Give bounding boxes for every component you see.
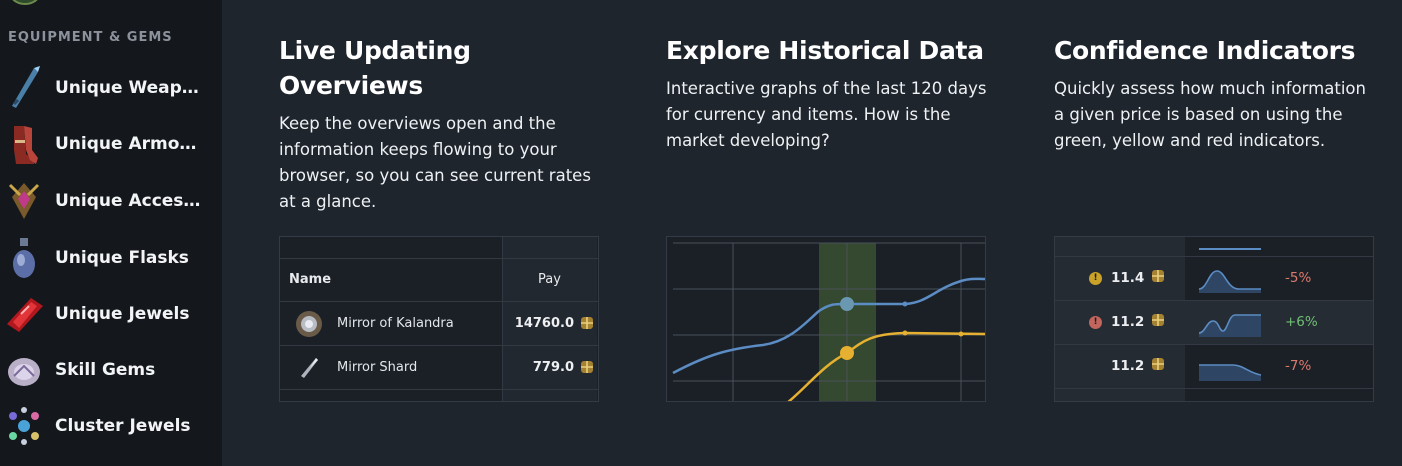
blue-line-marker: [902, 301, 908, 307]
column-header-name[interactable]: Name: [289, 272, 332, 287]
feature-historical-data: Explore Historical Data Interactive grap…: [666, 33, 988, 154]
feature-description: Interactive graphs of the last 120 days …: [666, 79, 987, 150]
price-value: 11.2: [1111, 358, 1145, 374]
feature-description: Quickly assess how much information a gi…: [1054, 79, 1366, 150]
yellow-confidence-indicator: !: [1089, 272, 1102, 285]
table-row[interactable]: 11.2 -7%: [1055, 345, 1373, 389]
table-row[interactable]: ! 11.4 -5%: [1055, 257, 1373, 301]
sidebar-item-label: Unique Flasks: [55, 248, 189, 268]
pay-column-bg: [502, 237, 597, 401]
pay-value: 14760.0: [514, 316, 574, 331]
chaos-orb-icon: [581, 361, 593, 373]
feature-confidence-indicators: Confidence Indicators Quickly assess how…: [1054, 33, 1376, 154]
table-row[interactable]: Mirror of Kalandra 14760.0: [280, 302, 598, 346]
blue-price-line: [672, 277, 985, 375]
table-row-partial: [1055, 237, 1373, 257]
jewel-icon: [0, 290, 48, 338]
yellow-line-marker: [958, 331, 964, 337]
column-header-pay[interactable]: Pay: [538, 272, 561, 287]
cluster-jewel-icon: [0, 402, 48, 450]
flask-icon: [0, 234, 48, 282]
change-percent: +6%: [1285, 314, 1318, 330]
accessory-icon: [0, 177, 48, 225]
section-label: EQUIPMENT & GEMS: [8, 30, 173, 45]
weapon-icon: [0, 64, 48, 112]
item-name: Mirror Shard: [337, 360, 418, 375]
price-value: 11.4: [1111, 270, 1145, 286]
change-percent: -5%: [1285, 270, 1312, 286]
sidebar-item-label: Unique Armours: [55, 134, 205, 154]
sparkline: [1199, 364, 1261, 381]
sidebar-item-unique-jewels[interactable]: Unique Jewels: [0, 287, 222, 341]
history-graph-preview[interactable]: [666, 236, 986, 402]
feature-live-updating: Live Updating Overviews Keep the overvie…: [279, 33, 601, 215]
table-top-row: [280, 237, 598, 259]
sidebar-item-label: Skill Gems: [55, 360, 156, 380]
sparkline: [1199, 248, 1261, 250]
sidebar-item-skill-gems[interactable]: Skill Gems: [0, 343, 222, 397]
confidence-table-preview: ! 11.4 -5% ! 11.2 +6% 11.2: [1054, 236, 1374, 402]
feature-description: Keep the overviews open and the informat…: [279, 114, 591, 211]
chaos-orb-icon: [1152, 314, 1164, 326]
mirror-shard-icon: [301, 358, 318, 378]
chaos-orb-icon: [1152, 270, 1164, 282]
sidebar: EQUIPMENT & GEMS Unique Weapo... Unique …: [0, 0, 222, 466]
yellow-line-marker: [902, 330, 908, 336]
gem-icon: [0, 346, 48, 394]
item-name: Mirror of Kalandra: [337, 316, 454, 331]
table-row[interactable]: ! 11.2 +6%: [1055, 301, 1373, 345]
graph-gridlines: [673, 242, 985, 401]
overview-table-preview: Name Pay Mirror of Kalandra 14760.0 Mirr…: [279, 236, 599, 402]
yellow-price-line: [787, 331, 985, 401]
change-percent: -7%: [1285, 358, 1312, 374]
history-graph[interactable]: [667, 237, 986, 402]
mirror-of-kalandra-icon: [296, 311, 322, 337]
sidebar-item-unique-flasks[interactable]: Unique Flasks: [0, 231, 222, 285]
feature-title: Live Updating Overviews: [279, 36, 471, 100]
feature-title: Explore Historical Data: [666, 36, 984, 65]
table-header-row: Name Pay: [280, 259, 598, 302]
armour-icon: [0, 120, 48, 168]
sidebar-item-unique-weapons[interactable]: Unique Weapo...: [0, 61, 222, 115]
chaos-orb-icon: [1152, 358, 1164, 370]
partial-item-icon: [12, 0, 38, 5]
sidebar-item-label: Unique Weapo...: [55, 78, 205, 98]
sidebar-item-label: Cluster Jewels: [55, 416, 191, 436]
yellow-hover-point[interactable]: [840, 346, 854, 360]
sparkline: [1199, 314, 1261, 337]
sidebar-item-label: Unique Jewels: [55, 304, 190, 324]
sparkline: [1199, 270, 1261, 293]
sidebar-item-unique-accessories[interactable]: Unique Access...: [0, 174, 222, 228]
feature-title: Confidence Indicators: [1054, 36, 1356, 65]
blue-hover-point[interactable]: [840, 297, 854, 311]
sidebar-item-unique-armours[interactable]: Unique Armours: [0, 117, 222, 171]
table-row[interactable]: Mirror Shard 779.0: [280, 346, 598, 390]
pay-value: 779.0: [532, 360, 574, 375]
sidebar-item-cluster-jewels[interactable]: Cluster Jewels: [0, 399, 222, 453]
chaos-orb-icon: [581, 317, 593, 329]
sidebar-item-label: Unique Access...: [55, 191, 205, 211]
red-confidence-indicator: !: [1089, 316, 1102, 329]
price-value: 11.2: [1111, 314, 1145, 330]
